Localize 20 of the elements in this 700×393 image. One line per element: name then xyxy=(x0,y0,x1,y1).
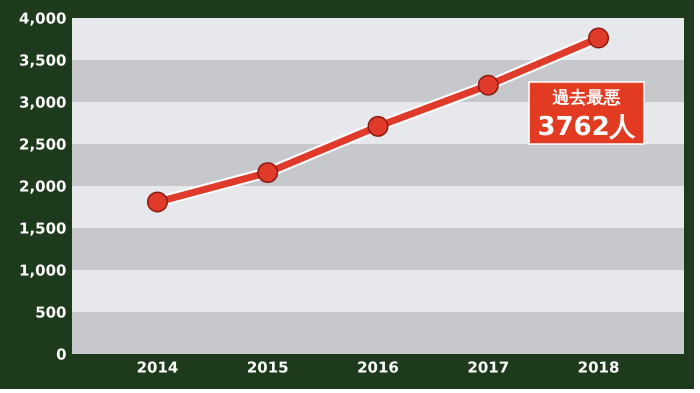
point xyxy=(146,191,168,212)
x-tick-label: 2018 xyxy=(578,358,620,376)
y-tick-label: 1,000 xyxy=(19,262,66,280)
annotation: 過去最悪 3762人 xyxy=(537,88,637,142)
y-tick-label: 1,500 xyxy=(19,220,66,238)
y-tick-label: 2,500 xyxy=(19,136,66,154)
x-tick-label: 2014 xyxy=(136,358,178,376)
y-tick-label: 500 xyxy=(35,304,66,322)
x-tick-label: 2016 xyxy=(357,358,399,376)
y-tick-label: 3,500 xyxy=(19,52,66,70)
point xyxy=(257,162,278,184)
point xyxy=(478,74,499,96)
y-tick-label: 3,000 xyxy=(19,94,66,112)
x-tick-label: 2017 xyxy=(467,358,510,376)
y-tick-label: 2,000 xyxy=(19,178,66,196)
point xyxy=(588,28,610,48)
x-tick-label: 2015 xyxy=(246,358,289,376)
y-tick-label: 0 xyxy=(56,346,66,364)
y-tick-label: 4,000 xyxy=(19,10,66,28)
point xyxy=(368,116,388,137)
